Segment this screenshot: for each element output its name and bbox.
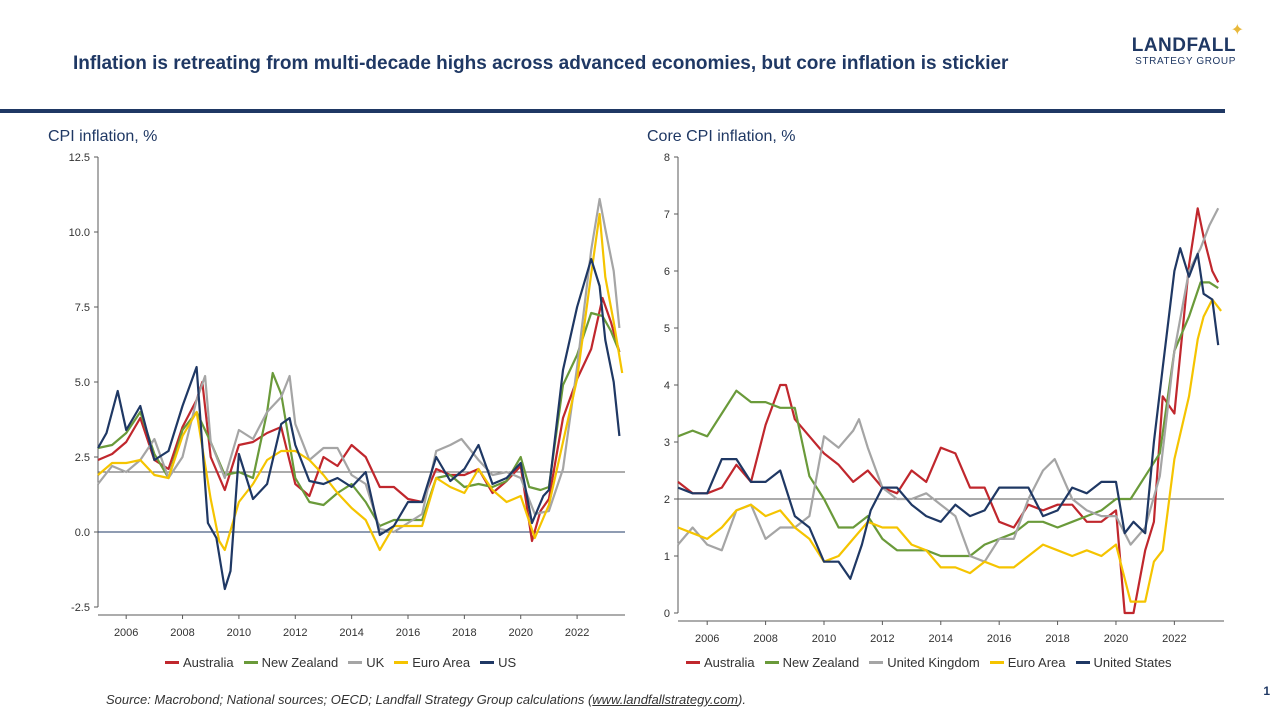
legend-label: New Zealand: [261, 655, 339, 670]
legend-item-new-zealand: New Zealand: [243, 655, 339, 670]
y-tick-label: -2.5: [71, 602, 90, 614]
x-tick-label: 2018: [1045, 633, 1069, 645]
legend-label: Euro Area: [412, 655, 471, 670]
y-tick-label: 7.5: [75, 302, 90, 314]
legend-item-euro-area: Euro Area: [989, 655, 1066, 670]
legend-label: New Zealand: [782, 655, 860, 670]
y-tick-label: 12.5: [69, 152, 90, 164]
series-line-australia: [677, 207, 1220, 615]
x-tick-label: 2008: [753, 633, 777, 645]
series-line-euro-area: [677, 298, 1222, 603]
legend-label: US: [498, 655, 517, 670]
legend-swatch: [1075, 661, 1090, 664]
cpi-legend: Australia New Zealand UK Euro Area US: [165, 655, 516, 670]
chart-title-cpi: CPI inflation, %: [48, 128, 158, 145]
y-tick-label: 10.0: [69, 227, 90, 239]
axes: 12.5 10.0 7.5 5.0 2.5 0.0 -2.5 2006 2008 2010 2012…: [69, 152, 625, 639]
x-tick-label: 2018: [452, 627, 476, 639]
series-line-euro-area: [97, 212, 624, 552]
series-line-united-states: [677, 247, 1220, 580]
x-tick-label: 2016: [987, 633, 1011, 645]
x-tick-label: 2012: [283, 627, 307, 639]
logo-main: LANDFALL: [1131, 35, 1236, 56]
y-tick-label: 6: [664, 266, 670, 278]
logo: ✦ LANDFALL STRATEGY GROUP: [1131, 22, 1244, 68]
core-cpi-chart: 8 7 6 5 4 3 2 1 0 2006 2008 2010 2012 2014 2016 2018 202…: [664, 152, 1224, 645]
core-cpi-legend: Australia New Zealand United Kingdom Euro A…: [686, 655, 1172, 670]
series-line-united-kingdom: [677, 207, 1220, 563]
legend-swatch: [764, 661, 779, 664]
legend-label: United Kingdom: [887, 655, 980, 670]
star-icon: ✦: [1230, 22, 1244, 39]
legend-swatch: [394, 661, 409, 664]
page-title: Inflation is retreating from multi-decad…: [73, 53, 1009, 74]
y-tick-label: 7: [664, 209, 670, 221]
series-line-new-zealand: [97, 311, 621, 528]
series-line-us: [97, 257, 621, 591]
y-tick-label: 2: [664, 494, 670, 506]
legend-item-euro-area: Euro Area: [394, 655, 470, 670]
cpi-chart: 12.5 10.0 7.5 5.0 2.5 0.0 -2.5 2006 2008 2010 2012…: [69, 152, 625, 639]
y-tick-label: 8: [664, 152, 670, 164]
series-line-uk: [97, 197, 621, 534]
x-tick-label: 2022: [1162, 633, 1186, 645]
x-tick-label: 2020: [1104, 633, 1128, 645]
y-tick-label: 0: [664, 608, 670, 620]
y-tick-label: 2.5: [75, 452, 90, 464]
y-tick-label: 0.0: [75, 527, 90, 539]
y-tick-label: 3: [664, 437, 670, 449]
x-tick-label: 2020: [508, 627, 532, 639]
x-tick-label: 2012: [870, 633, 894, 645]
source-text: Source: Macrobond; National sources; OEC…: [106, 692, 593, 707]
legend-swatch: [869, 661, 884, 664]
logo-sub: STRATEGY GROUP: [1135, 56, 1236, 67]
x-tick-label: 2006: [695, 633, 719, 645]
source-suffix: ).: [738, 692, 746, 707]
legend-swatch: [480, 661, 495, 664]
source-link[interactable]: www.landfallstrategy.com: [592, 692, 739, 707]
x-tick-label: 2008: [170, 627, 194, 639]
legend-item-uk: UK: [348, 655, 384, 670]
x-tick-label: 2016: [396, 627, 420, 639]
x-tick-label: 2022: [565, 627, 589, 639]
y-tick-label: 5: [664, 323, 670, 335]
legend-swatch: [243, 661, 258, 664]
legend-item-united-kingdom: United Kingdom: [869, 655, 980, 670]
legend-item-united-states: United States: [1075, 655, 1172, 670]
legend-label: Australia: [183, 655, 234, 670]
chart-title-core-cpi: Core CPI inflation, %: [647, 128, 796, 145]
series-line-new-zealand: [677, 281, 1219, 558]
legend-item-australia: Australia: [165, 655, 234, 670]
x-tick-label: 2014: [929, 633, 953, 645]
axes: 8 7 6 5 4 3 2 1 0 2006 2008 2010 2012 2014 2016 2018 202…: [664, 152, 1224, 645]
x-tick-label: 2010: [812, 633, 836, 645]
legend-item-australia: Australia: [686, 655, 755, 670]
x-tick-label: 2014: [339, 627, 363, 639]
legend-swatch: [686, 661, 700, 664]
legend-swatch: [989, 661, 1004, 664]
page-number: 1: [1263, 684, 1270, 698]
source-note: Source: Macrobond; National sources; OEC…: [106, 692, 746, 707]
x-tick-label: 2006: [114, 627, 138, 639]
legend-label: Euro Area: [1007, 655, 1066, 670]
legend-label: United States: [1093, 655, 1172, 670]
legend-item-new-zealand: New Zealand: [764, 655, 860, 670]
y-tick-label: 5.0: [75, 377, 90, 389]
header-divider: [0, 109, 1225, 113]
legend-label: UK: [366, 655, 385, 670]
legend-label: Australia: [704, 655, 755, 670]
y-tick-label: 4: [664, 380, 670, 392]
y-tick-label: 1: [664, 551, 670, 563]
legend-swatch: [348, 661, 363, 664]
legend-item-us: US: [480, 655, 516, 670]
x-tick-label: 2010: [227, 627, 251, 639]
legend-swatch: [165, 661, 179, 664]
series-line-australia: [97, 296, 621, 543]
